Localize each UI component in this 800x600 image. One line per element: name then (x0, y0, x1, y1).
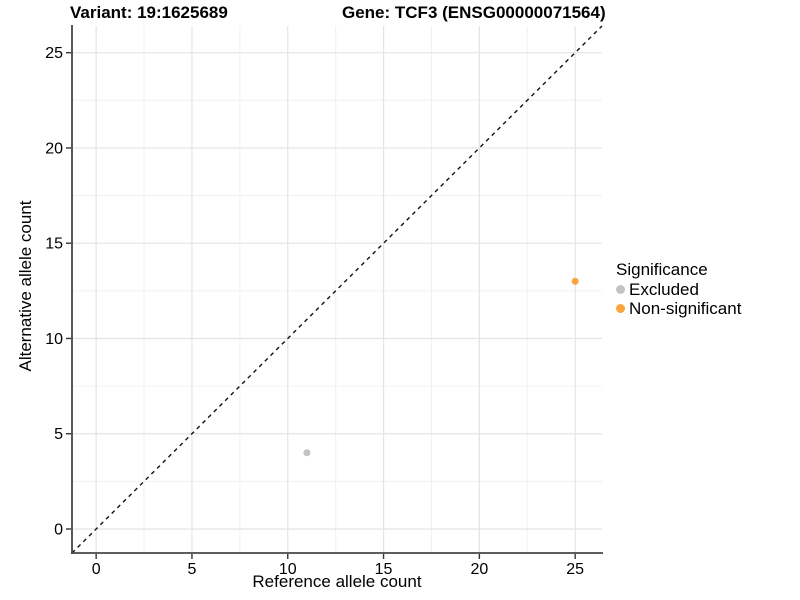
y-tick-label: 15 (45, 236, 63, 253)
excluded-dot-icon (616, 285, 625, 294)
x-tick-label: 0 (92, 561, 101, 578)
x-tick-label: 25 (566, 561, 584, 578)
legend-item-label: Excluded (629, 279, 699, 299)
y-tick-label: 20 (45, 140, 63, 157)
legend-item-non-significant: Non-significant (616, 299, 741, 318)
data-point-excluded (303, 449, 311, 457)
x-tick-label: 10 (279, 561, 297, 578)
legend-item-label: Non-significant (629, 298, 742, 318)
x-tick-label: 15 (375, 561, 393, 578)
gene-title: Gene: TCF3 (ENSG00000071564) (342, 3, 606, 22)
x-axis-title: Reference allele count (252, 572, 422, 591)
y-tick-label: 25 (45, 45, 63, 62)
identity-dashed-line (71, 25, 603, 554)
legend: Significance Excluded Non-significant (616, 260, 741, 318)
y-tick-label: 0 (54, 521, 63, 538)
non-significant-dot-icon (616, 304, 625, 313)
legend-title: Significance (616, 260, 708, 279)
legend-item-excluded: Excluded (616, 280, 741, 299)
y-tick-label: 10 (45, 331, 63, 348)
y-tick-label: 5 (54, 426, 63, 443)
y-axis-title: Alternative allele count (16, 200, 35, 372)
data-point-non-significant (571, 277, 579, 285)
x-tick-label: 5 (187, 561, 196, 578)
x-tick-label: 20 (470, 561, 488, 578)
variant-title: Variant: 19:1625689 (70, 3, 228, 22)
